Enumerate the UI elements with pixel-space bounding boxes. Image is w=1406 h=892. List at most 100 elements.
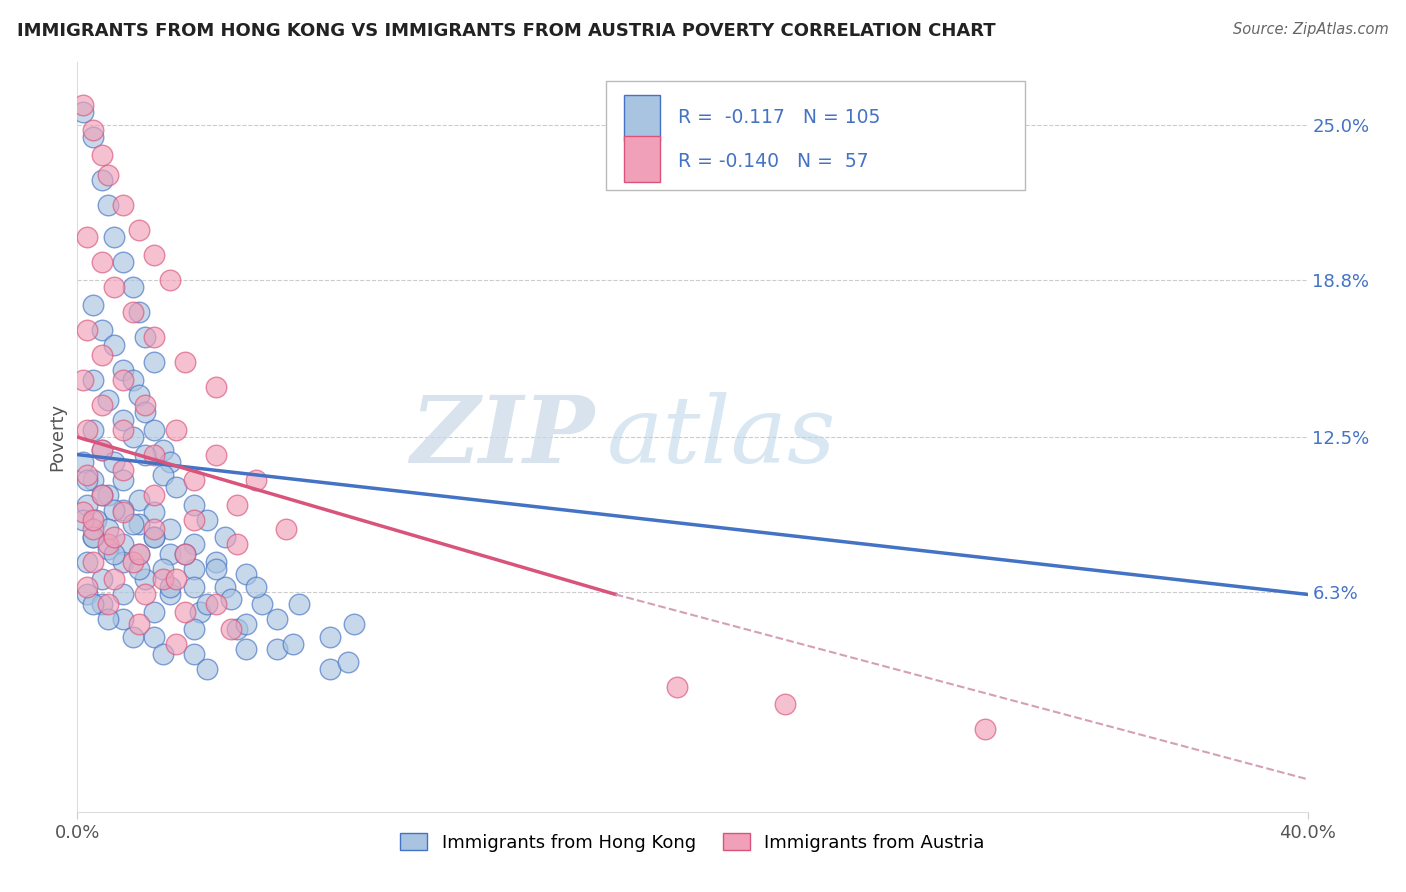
- Point: [90, 173, 114, 187]
- Point: [159, 587, 181, 601]
- Point: [134, 573, 156, 587]
- Point: [112, 473, 135, 487]
- Point: [90, 598, 114, 612]
- Point: [112, 555, 135, 569]
- Point: [266, 642, 288, 657]
- Point: [128, 387, 150, 401]
- Point: [82, 130, 104, 145]
- Point: [121, 630, 143, 644]
- Point: [245, 473, 267, 487]
- Point: [204, 448, 226, 462]
- Point: [103, 337, 125, 351]
- Point: [103, 230, 125, 244]
- Point: [143, 630, 166, 644]
- Point: [103, 573, 125, 587]
- Point: [134, 448, 156, 462]
- Point: [72, 505, 94, 519]
- Text: R =  -0.117   N = 105: R = -0.117 N = 105: [678, 109, 880, 128]
- Point: [143, 355, 166, 369]
- Point: [165, 480, 187, 494]
- Bar: [624, 136, 661, 182]
- Point: [112, 255, 135, 269]
- Point: [76, 467, 98, 482]
- Point: [226, 498, 249, 512]
- Point: [82, 373, 104, 387]
- Point: [318, 662, 340, 676]
- Point: [90, 442, 114, 457]
- Point: [97, 598, 120, 612]
- Point: [103, 530, 125, 544]
- Legend: Immigrants from Hong Kong, Immigrants from Austria: Immigrants from Hong Kong, Immigrants fr…: [392, 826, 993, 859]
- Point: [97, 168, 120, 182]
- Point: [219, 623, 242, 637]
- Point: [143, 530, 166, 544]
- Point: [76, 230, 98, 244]
- Point: [152, 467, 174, 482]
- Point: [226, 537, 249, 551]
- Point: [82, 473, 104, 487]
- Point: [82, 123, 104, 137]
- Point: [276, 523, 298, 537]
- Point: [112, 505, 135, 519]
- Point: [112, 362, 135, 376]
- Point: [97, 537, 120, 551]
- Point: [112, 423, 135, 437]
- Point: [165, 573, 187, 587]
- Point: [90, 442, 114, 457]
- Point: [143, 605, 166, 619]
- Point: [773, 698, 796, 712]
- Point: [159, 273, 181, 287]
- Point: [103, 280, 125, 294]
- Point: [134, 330, 156, 344]
- Point: [143, 505, 166, 519]
- Point: [82, 598, 104, 612]
- Point: [76, 555, 98, 569]
- Point: [90, 148, 114, 162]
- Point: [72, 98, 94, 112]
- Point: [143, 523, 166, 537]
- Point: [82, 530, 104, 544]
- Point: [128, 617, 150, 632]
- Point: [318, 630, 340, 644]
- Point: [121, 517, 143, 532]
- Point: [128, 548, 150, 562]
- Point: [183, 648, 205, 662]
- Point: [82, 555, 104, 569]
- Point: [250, 598, 273, 612]
- Point: [121, 280, 143, 294]
- Point: [112, 612, 135, 626]
- Point: [143, 448, 166, 462]
- Point: [82, 298, 104, 312]
- Point: [337, 655, 360, 669]
- Point: [204, 555, 226, 569]
- Point: [143, 330, 166, 344]
- Point: [152, 442, 174, 457]
- Point: [90, 487, 114, 501]
- Point: [112, 502, 135, 516]
- Point: [112, 537, 135, 551]
- Point: [97, 523, 120, 537]
- Point: [97, 392, 120, 407]
- Point: [195, 662, 218, 676]
- Point: [121, 430, 143, 444]
- Point: [76, 423, 98, 437]
- Point: [195, 598, 218, 612]
- Point: [72, 512, 94, 526]
- Point: [204, 380, 226, 394]
- Y-axis label: Poverty: Poverty: [48, 403, 66, 471]
- Point: [226, 623, 249, 637]
- Point: [97, 487, 120, 501]
- Point: [90, 255, 114, 269]
- Point: [288, 598, 311, 612]
- Point: [174, 605, 197, 619]
- Point: [143, 423, 166, 437]
- Point: [128, 492, 150, 507]
- Point: [128, 223, 150, 237]
- Text: ZIP: ZIP: [409, 392, 595, 482]
- Point: [281, 637, 304, 651]
- Point: [112, 462, 135, 476]
- Point: [134, 405, 156, 419]
- Point: [152, 648, 174, 662]
- Point: [188, 605, 212, 619]
- Point: [76, 498, 98, 512]
